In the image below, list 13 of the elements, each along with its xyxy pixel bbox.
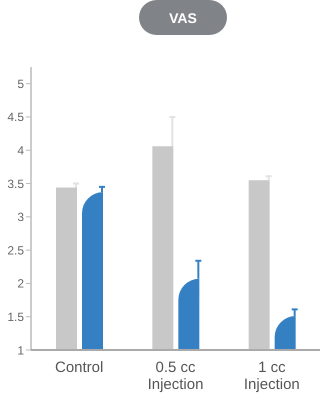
y-tick-label: 2.5 [7, 243, 24, 258]
y-tick-label: 5 [17, 76, 24, 91]
x-tick-label: Control [54, 359, 104, 376]
y-tick-label: 4 [17, 143, 24, 158]
x-tick-label: 0.5 cc Injection [148, 359, 204, 393]
y-tick-label: 1.5 [7, 310, 24, 324]
y-tick-label: 3.5 [7, 176, 24, 191]
chart-title: VAS [139, 0, 227, 35]
y-tick-label: 1 [17, 343, 24, 358]
x-tick-label: 1 cc Injection [244, 359, 300, 393]
y-tick-label: 4.5 [7, 110, 24, 124]
y-tick-label: 3 [17, 210, 24, 224]
y-tick-label: 2 [17, 276, 24, 291]
